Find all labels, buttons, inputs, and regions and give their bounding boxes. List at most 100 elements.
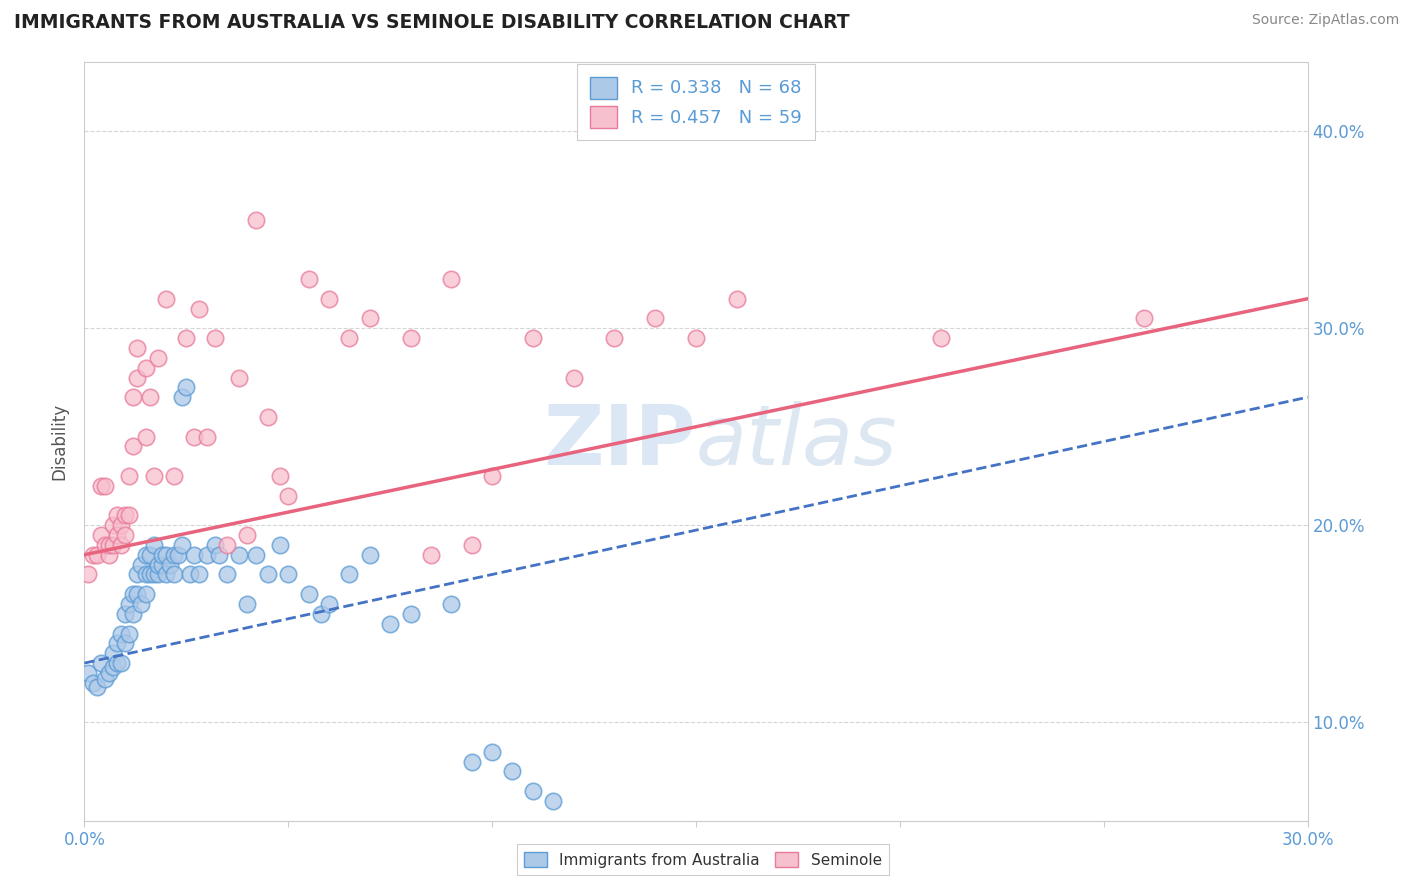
Point <box>131 597 153 611</box>
Point <box>245 548 267 562</box>
Point <box>481 469 503 483</box>
Point <box>86 548 108 562</box>
Point <box>93 672 115 686</box>
Point <box>118 469 141 483</box>
Point <box>135 548 157 562</box>
Point <box>277 489 299 503</box>
Point <box>420 548 443 562</box>
Point <box>146 351 169 365</box>
Point <box>142 567 165 582</box>
Text: Source: ZipAtlas.com: Source: ZipAtlas.com <box>1251 13 1399 28</box>
Point <box>90 479 112 493</box>
Point <box>481 745 503 759</box>
Point <box>114 607 136 621</box>
Point <box>135 429 157 443</box>
Point <box>195 429 218 443</box>
Point <box>135 587 157 601</box>
Text: atlas: atlas <box>696 401 897 482</box>
Point <box>440 272 463 286</box>
Point <box>101 646 124 660</box>
Point <box>82 675 104 690</box>
Point <box>131 558 153 572</box>
Text: ZIP: ZIP <box>544 401 696 482</box>
Point <box>86 680 108 694</box>
Point <box>359 311 381 326</box>
Point <box>309 607 332 621</box>
Point <box>82 548 104 562</box>
Point <box>217 538 239 552</box>
Point <box>155 548 177 562</box>
Point <box>399 607 422 621</box>
Point <box>150 548 173 562</box>
Point <box>122 390 145 404</box>
Legend: R = 0.338   N = 68, R = 0.457   N = 59: R = 0.338 N = 68, R = 0.457 N = 59 <box>578 64 814 140</box>
Point <box>187 301 209 316</box>
Point <box>195 548 218 562</box>
Text: IMMIGRANTS FROM AUSTRALIA VS SEMINOLE DISABILITY CORRELATION CHART: IMMIGRANTS FROM AUSTRALIA VS SEMINOLE DI… <box>14 13 849 32</box>
Point <box>183 548 205 562</box>
Point <box>101 518 124 533</box>
Point <box>236 597 259 611</box>
Point <box>257 409 280 424</box>
Point <box>277 567 299 582</box>
Point <box>440 597 463 611</box>
Point <box>298 272 321 286</box>
Point <box>399 331 422 345</box>
Point <box>110 626 132 640</box>
Point <box>93 479 115 493</box>
Point <box>135 360 157 375</box>
Point <box>122 587 145 601</box>
Point <box>228 370 250 384</box>
Point <box>725 292 748 306</box>
Point <box>318 597 340 611</box>
Point <box>118 597 141 611</box>
Point <box>138 390 160 404</box>
Point <box>93 538 115 552</box>
Point <box>217 567 239 582</box>
Point <box>105 656 128 670</box>
Point <box>118 626 141 640</box>
Point <box>543 794 565 808</box>
Point <box>127 567 149 582</box>
Point <box>245 213 267 227</box>
Point <box>122 440 145 454</box>
Point <box>187 567 209 582</box>
Point <box>929 331 952 345</box>
Point <box>90 528 112 542</box>
Point <box>380 616 402 631</box>
Point <box>155 292 177 306</box>
Point <box>204 538 226 552</box>
Point <box>138 567 160 582</box>
Point <box>461 755 484 769</box>
Point <box>122 607 145 621</box>
Point <box>159 558 181 572</box>
Point <box>685 331 707 345</box>
Point <box>150 558 173 572</box>
Point <box>339 331 361 345</box>
Point <box>269 538 291 552</box>
Point <box>522 784 544 798</box>
Point <box>257 567 280 582</box>
Point <box>105 528 128 542</box>
Point <box>101 538 124 552</box>
Point <box>97 548 120 562</box>
Point <box>155 567 177 582</box>
Point <box>110 656 132 670</box>
Point <box>603 331 626 345</box>
Point <box>269 469 291 483</box>
Point <box>101 660 124 674</box>
Point <box>142 469 165 483</box>
Point <box>110 538 132 552</box>
Point <box>172 390 194 404</box>
Point <box>105 636 128 650</box>
Point <box>236 528 259 542</box>
Point <box>1133 311 1156 326</box>
Point <box>318 292 340 306</box>
Point <box>138 548 160 562</box>
Point <box>127 341 149 355</box>
Point <box>167 548 190 562</box>
Point <box>127 370 149 384</box>
Point <box>146 567 169 582</box>
Point <box>77 665 100 680</box>
Point <box>502 764 524 779</box>
